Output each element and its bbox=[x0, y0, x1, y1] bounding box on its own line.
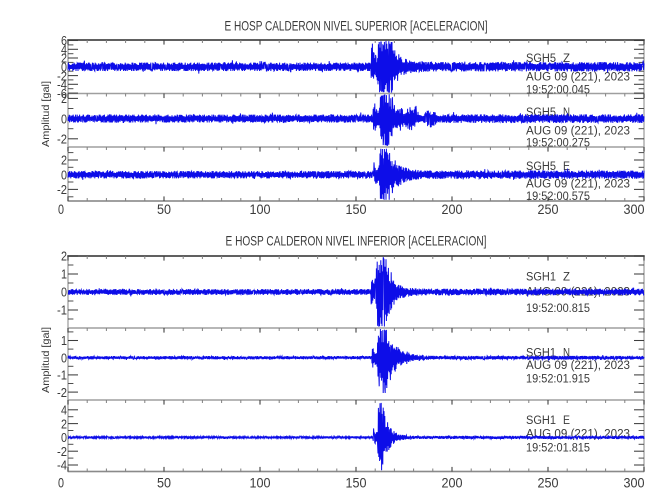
svg-text:19:52:00.575: 19:52:00.575 bbox=[526, 191, 590, 203]
svg-text:-6: -6 bbox=[57, 87, 67, 101]
svg-text:-2: -2 bbox=[57, 386, 67, 400]
svg-text:19:52:00.275: 19:52:00.275 bbox=[526, 137, 590, 149]
svg-text:4: 4 bbox=[61, 43, 67, 57]
svg-text:-1: -1 bbox=[57, 304, 67, 318]
svg-text:300: 300 bbox=[624, 475, 645, 491]
svg-text:SGH5: SGH5 bbox=[526, 53, 556, 65]
svg-text:300: 300 bbox=[624, 201, 645, 217]
svg-text:Z: Z bbox=[563, 53, 570, 65]
svg-text:-4: -4 bbox=[57, 459, 67, 473]
svg-text:200: 200 bbox=[442, 475, 463, 491]
svg-text:19:52:00.045: 19:52:00.045 bbox=[526, 85, 590, 97]
svg-text:E HOSP CALDERON NIVEL SUPERIOR: E HOSP CALDERON NIVEL SUPERIOR [ACELERAC… bbox=[225, 18, 488, 34]
svg-text:1: 1 bbox=[61, 268, 67, 282]
svg-text:0: 0 bbox=[61, 431, 67, 445]
svg-text:0: 0 bbox=[61, 286, 67, 300]
svg-text:150: 150 bbox=[346, 201, 367, 217]
svg-text:2: 2 bbox=[61, 250, 67, 264]
svg-text:150: 150 bbox=[346, 475, 367, 491]
svg-text:E: E bbox=[563, 161, 570, 173]
svg-text:-2: -2 bbox=[57, 69, 67, 83]
svg-text:AUG 09 (221), 2023: AUG 09 (221), 2023 bbox=[526, 125, 630, 137]
svg-text:AUG 09 (221), 2023: AUG 09 (221), 2023 bbox=[526, 72, 630, 84]
svg-text:-1: -1 bbox=[57, 369, 67, 383]
svg-text:2: 2 bbox=[61, 52, 67, 66]
svg-text:100: 100 bbox=[250, 201, 271, 217]
svg-text:250: 250 bbox=[538, 475, 559, 491]
svg-text:2: 2 bbox=[61, 417, 67, 431]
svg-text:0: 0 bbox=[61, 112, 67, 126]
svg-text:0: 0 bbox=[58, 475, 64, 491]
svg-text:19:52:01.915: 19:52:01.915 bbox=[526, 373, 590, 385]
svg-text:SGH5: SGH5 bbox=[526, 161, 556, 173]
svg-text:200: 200 bbox=[442, 201, 463, 217]
svg-text:19:52:00.815: 19:52:00.815 bbox=[526, 303, 590, 315]
svg-text:0: 0 bbox=[61, 168, 67, 182]
svg-text:-2: -2 bbox=[57, 183, 67, 197]
svg-text:AUG 09 (221), 2023: AUG 09 (221), 2023 bbox=[526, 178, 630, 190]
svg-text:50: 50 bbox=[157, 201, 171, 217]
svg-text:Amplitud [gal]: Amplitud [gal] bbox=[41, 81, 52, 147]
svg-text:SGH1: SGH1 bbox=[526, 272, 556, 284]
svg-text:Z: Z bbox=[563, 272, 570, 284]
svg-text:AUG 09 (221), 2023: AUG 09 (221), 2023 bbox=[526, 360, 630, 372]
svg-text:-4: -4 bbox=[57, 78, 67, 92]
svg-text:100: 100 bbox=[250, 475, 271, 491]
svg-text:N: N bbox=[563, 348, 570, 360]
svg-text:Amplitud [gal]: Amplitud [gal] bbox=[41, 327, 52, 393]
svg-text:50: 50 bbox=[157, 475, 171, 491]
svg-text:2: 2 bbox=[61, 154, 67, 168]
svg-text:2: 2 bbox=[61, 92, 67, 106]
svg-text:-2: -2 bbox=[57, 445, 67, 459]
svg-text:4: 4 bbox=[61, 404, 67, 418]
svg-text:0: 0 bbox=[61, 351, 67, 365]
svg-text:N: N bbox=[563, 107, 570, 119]
svg-text:E: E bbox=[563, 415, 570, 427]
svg-text:6: 6 bbox=[61, 34, 67, 48]
svg-text:0: 0 bbox=[58, 201, 64, 217]
svg-text:0: 0 bbox=[61, 61, 67, 75]
svg-text:-2: -2 bbox=[57, 133, 67, 147]
svg-text:250: 250 bbox=[538, 201, 559, 217]
svg-text:SGH1: SGH1 bbox=[526, 415, 556, 427]
svg-text:E HOSP CALDERON NIVEL INFERIOR: E HOSP CALDERON NIVEL INFERIOR [ACELERAC… bbox=[226, 233, 487, 249]
svg-text:1: 1 bbox=[61, 334, 67, 348]
svg-text:19:52:01.815: 19:52:01.815 bbox=[526, 443, 590, 455]
